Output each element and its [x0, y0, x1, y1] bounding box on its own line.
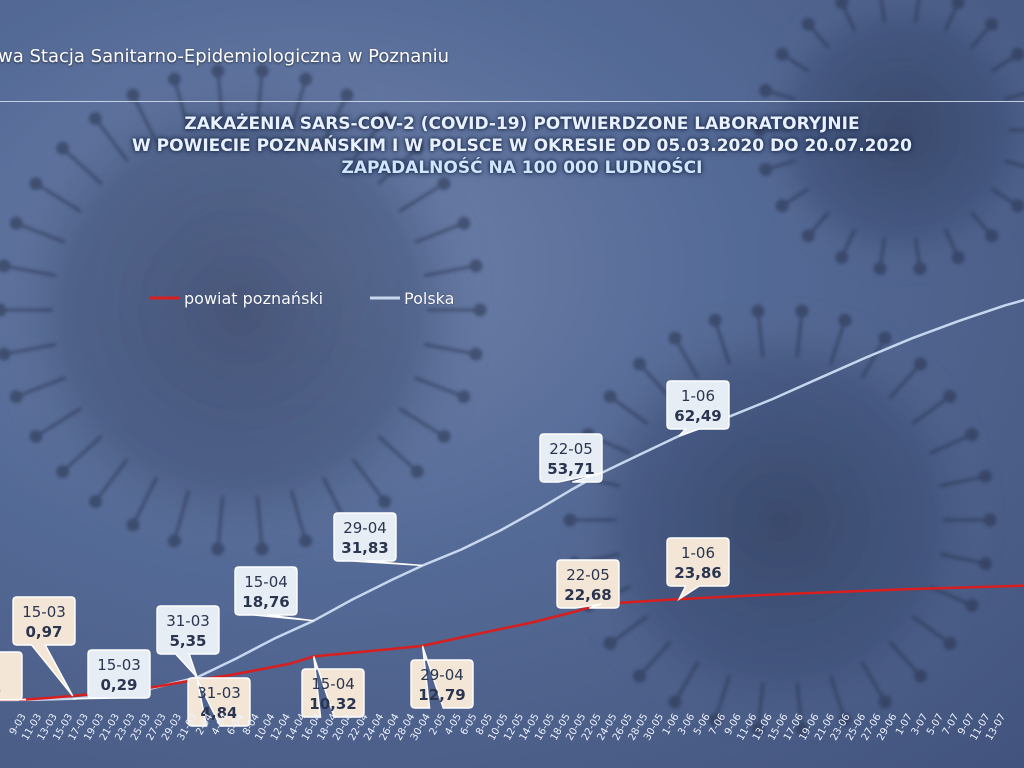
callout-powiat-15-04: 15-04 10,32: [301, 656, 365, 718]
chart-subtitle: ZAPADALNOŚĆ NA 100 000 LUDNOŚCI: [341, 158, 703, 178]
callout-box: [556, 559, 620, 609]
callout-date-label: 15-04: [244, 573, 288, 591]
callout-value-label: 10,32: [309, 695, 356, 713]
callout-box: [666, 537, 730, 602]
callout-value-label: 0,97: [25, 623, 62, 641]
header-divider: [0, 101, 1024, 102]
callout-polska-22-05: 22-05 53,71: [539, 433, 603, 483]
callout-powiat-15-03: 15-03 0,97: [12, 596, 76, 697]
callout-box: [12, 596, 76, 697]
callout-powiat-9-03: 0312: [0, 651, 27, 701]
callout-value-label: 22,68: [564, 586, 611, 604]
series-line-polska: [0, 298, 1024, 702]
callout-date-label: 22-05: [566, 566, 610, 584]
callout-value-label: 4,84: [200, 704, 237, 722]
callout-polska-31-03: 31-03 5,35: [156, 605, 220, 678]
callout-date-label: 29-04: [420, 666, 464, 684]
callout-value-label: 0,29: [100, 676, 137, 694]
callout-powiat-22-05: 22-05 22,68: [556, 559, 620, 609]
callout-powiat-1-06: 1-06 23,86: [666, 537, 730, 602]
chart-title-block: ZAKAŻENIA SARS-COV-2 (COVID-19) POTWIERD…: [0, 113, 1024, 179]
callout-box: [187, 677, 251, 727]
chart-title-line-2: W POWIECIE POZNAŃSKIM I W POLSCE W OKRES…: [131, 136, 912, 156]
header-institution: wa Stacja Sanitarno-Epidemiologiczna w P…: [0, 46, 450, 67]
chart-title-line-1: ZAKAŻENIA SARS-COV-2 (COVID-19) POTWIERD…: [184, 114, 860, 134]
callout-date-label: 15-04: [311, 675, 355, 693]
callout-date-label: 29-04: [343, 519, 387, 537]
callout-box: [666, 380, 730, 437]
callout-date-label: 31-03: [197, 684, 241, 702]
legend-label-powiat: powiat poznański: [184, 289, 323, 308]
callout-box: [333, 512, 423, 567]
callout-box: [156, 605, 220, 678]
callout-value-label: 18,76: [242, 593, 289, 611]
callout-polska-15-03: 15-03 0,29: [72, 649, 151, 700]
series-line-powiat: [0, 584, 1024, 702]
callout-value-label: 5,35: [169, 632, 206, 650]
callout-powiat-31-03: 31-03 4,84: [187, 677, 251, 727]
callout-value-label: 12,79: [418, 686, 465, 704]
callout-box: [301, 656, 365, 718]
callout-date-label: 15-03: [97, 656, 141, 674]
callout-box: [234, 566, 314, 622]
callout-powiat-29-04: 29-04 12,79: [410, 645, 474, 709]
callout-value-label: 12: [0, 678, 1, 696]
callout-value-label: 31,83: [341, 539, 388, 557]
callout-date-label: 1-06: [681, 544, 715, 562]
callout-polska-29-04: 29-04 31,83: [333, 512, 423, 567]
callout-polska-15-04: 15-04 18,76: [234, 566, 314, 622]
callout-box: [410, 645, 474, 709]
callout-value-label: 62,49: [674, 407, 721, 425]
callout-date-label: 03: [0, 658, 1, 676]
callout-box: [539, 433, 603, 483]
chart-legend: powiat poznański Polska: [150, 289, 455, 308]
callout-date-label: 22-05: [549, 440, 593, 458]
callout-date-label: 1-06: [681, 387, 715, 405]
callout-value-label: 53,71: [547, 460, 594, 478]
callout-date-label: 31-03: [166, 612, 210, 630]
callout-value-label: 23,86: [674, 564, 721, 582]
callout-date-label: 15-03: [22, 603, 66, 621]
callout-box: [72, 649, 151, 700]
legend-label-polska: Polska: [404, 289, 454, 308]
callout-polska-1-06: 1-06 62,49: [666, 380, 730, 437]
callout-box: [0, 651, 27, 701]
